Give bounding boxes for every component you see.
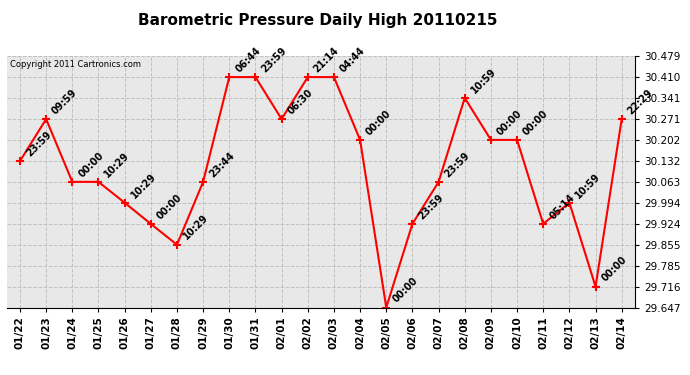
Text: 04:44: 04:44 xyxy=(338,45,367,74)
Text: 00:00: 00:00 xyxy=(521,108,550,137)
Text: 00:00: 00:00 xyxy=(155,192,184,221)
Text: 23:44: 23:44 xyxy=(207,150,236,179)
Text: 22:29: 22:29 xyxy=(626,87,655,116)
Text: 06:44: 06:44 xyxy=(233,45,262,74)
Text: 00:00: 00:00 xyxy=(391,276,420,305)
Text: 00:00: 00:00 xyxy=(600,255,629,284)
Text: 06:30: 06:30 xyxy=(286,87,315,116)
Text: 00:00: 00:00 xyxy=(495,108,524,137)
Text: 10:59: 10:59 xyxy=(469,66,498,95)
Text: 09:59: 09:59 xyxy=(50,87,79,116)
Text: 10:29: 10:29 xyxy=(129,171,158,200)
Text: 23:59: 23:59 xyxy=(417,192,446,221)
Text: 23:59: 23:59 xyxy=(443,150,472,179)
Text: 05:14: 05:14 xyxy=(547,192,576,221)
Text: 00:00: 00:00 xyxy=(77,150,106,179)
Text: 00:00: 00:00 xyxy=(364,108,393,137)
Text: 21:14: 21:14 xyxy=(312,45,341,74)
Text: 23:59: 23:59 xyxy=(259,45,288,74)
Text: 10:29: 10:29 xyxy=(181,213,210,242)
Text: Barometric Pressure Daily High 20110215: Barometric Pressure Daily High 20110215 xyxy=(137,13,497,28)
Text: 10:59: 10:59 xyxy=(573,171,602,200)
Text: 10:29: 10:29 xyxy=(103,150,132,179)
Text: Copyright 2011 Cartronics.com: Copyright 2011 Cartronics.com xyxy=(10,60,141,69)
Text: 23:59: 23:59 xyxy=(24,129,53,158)
